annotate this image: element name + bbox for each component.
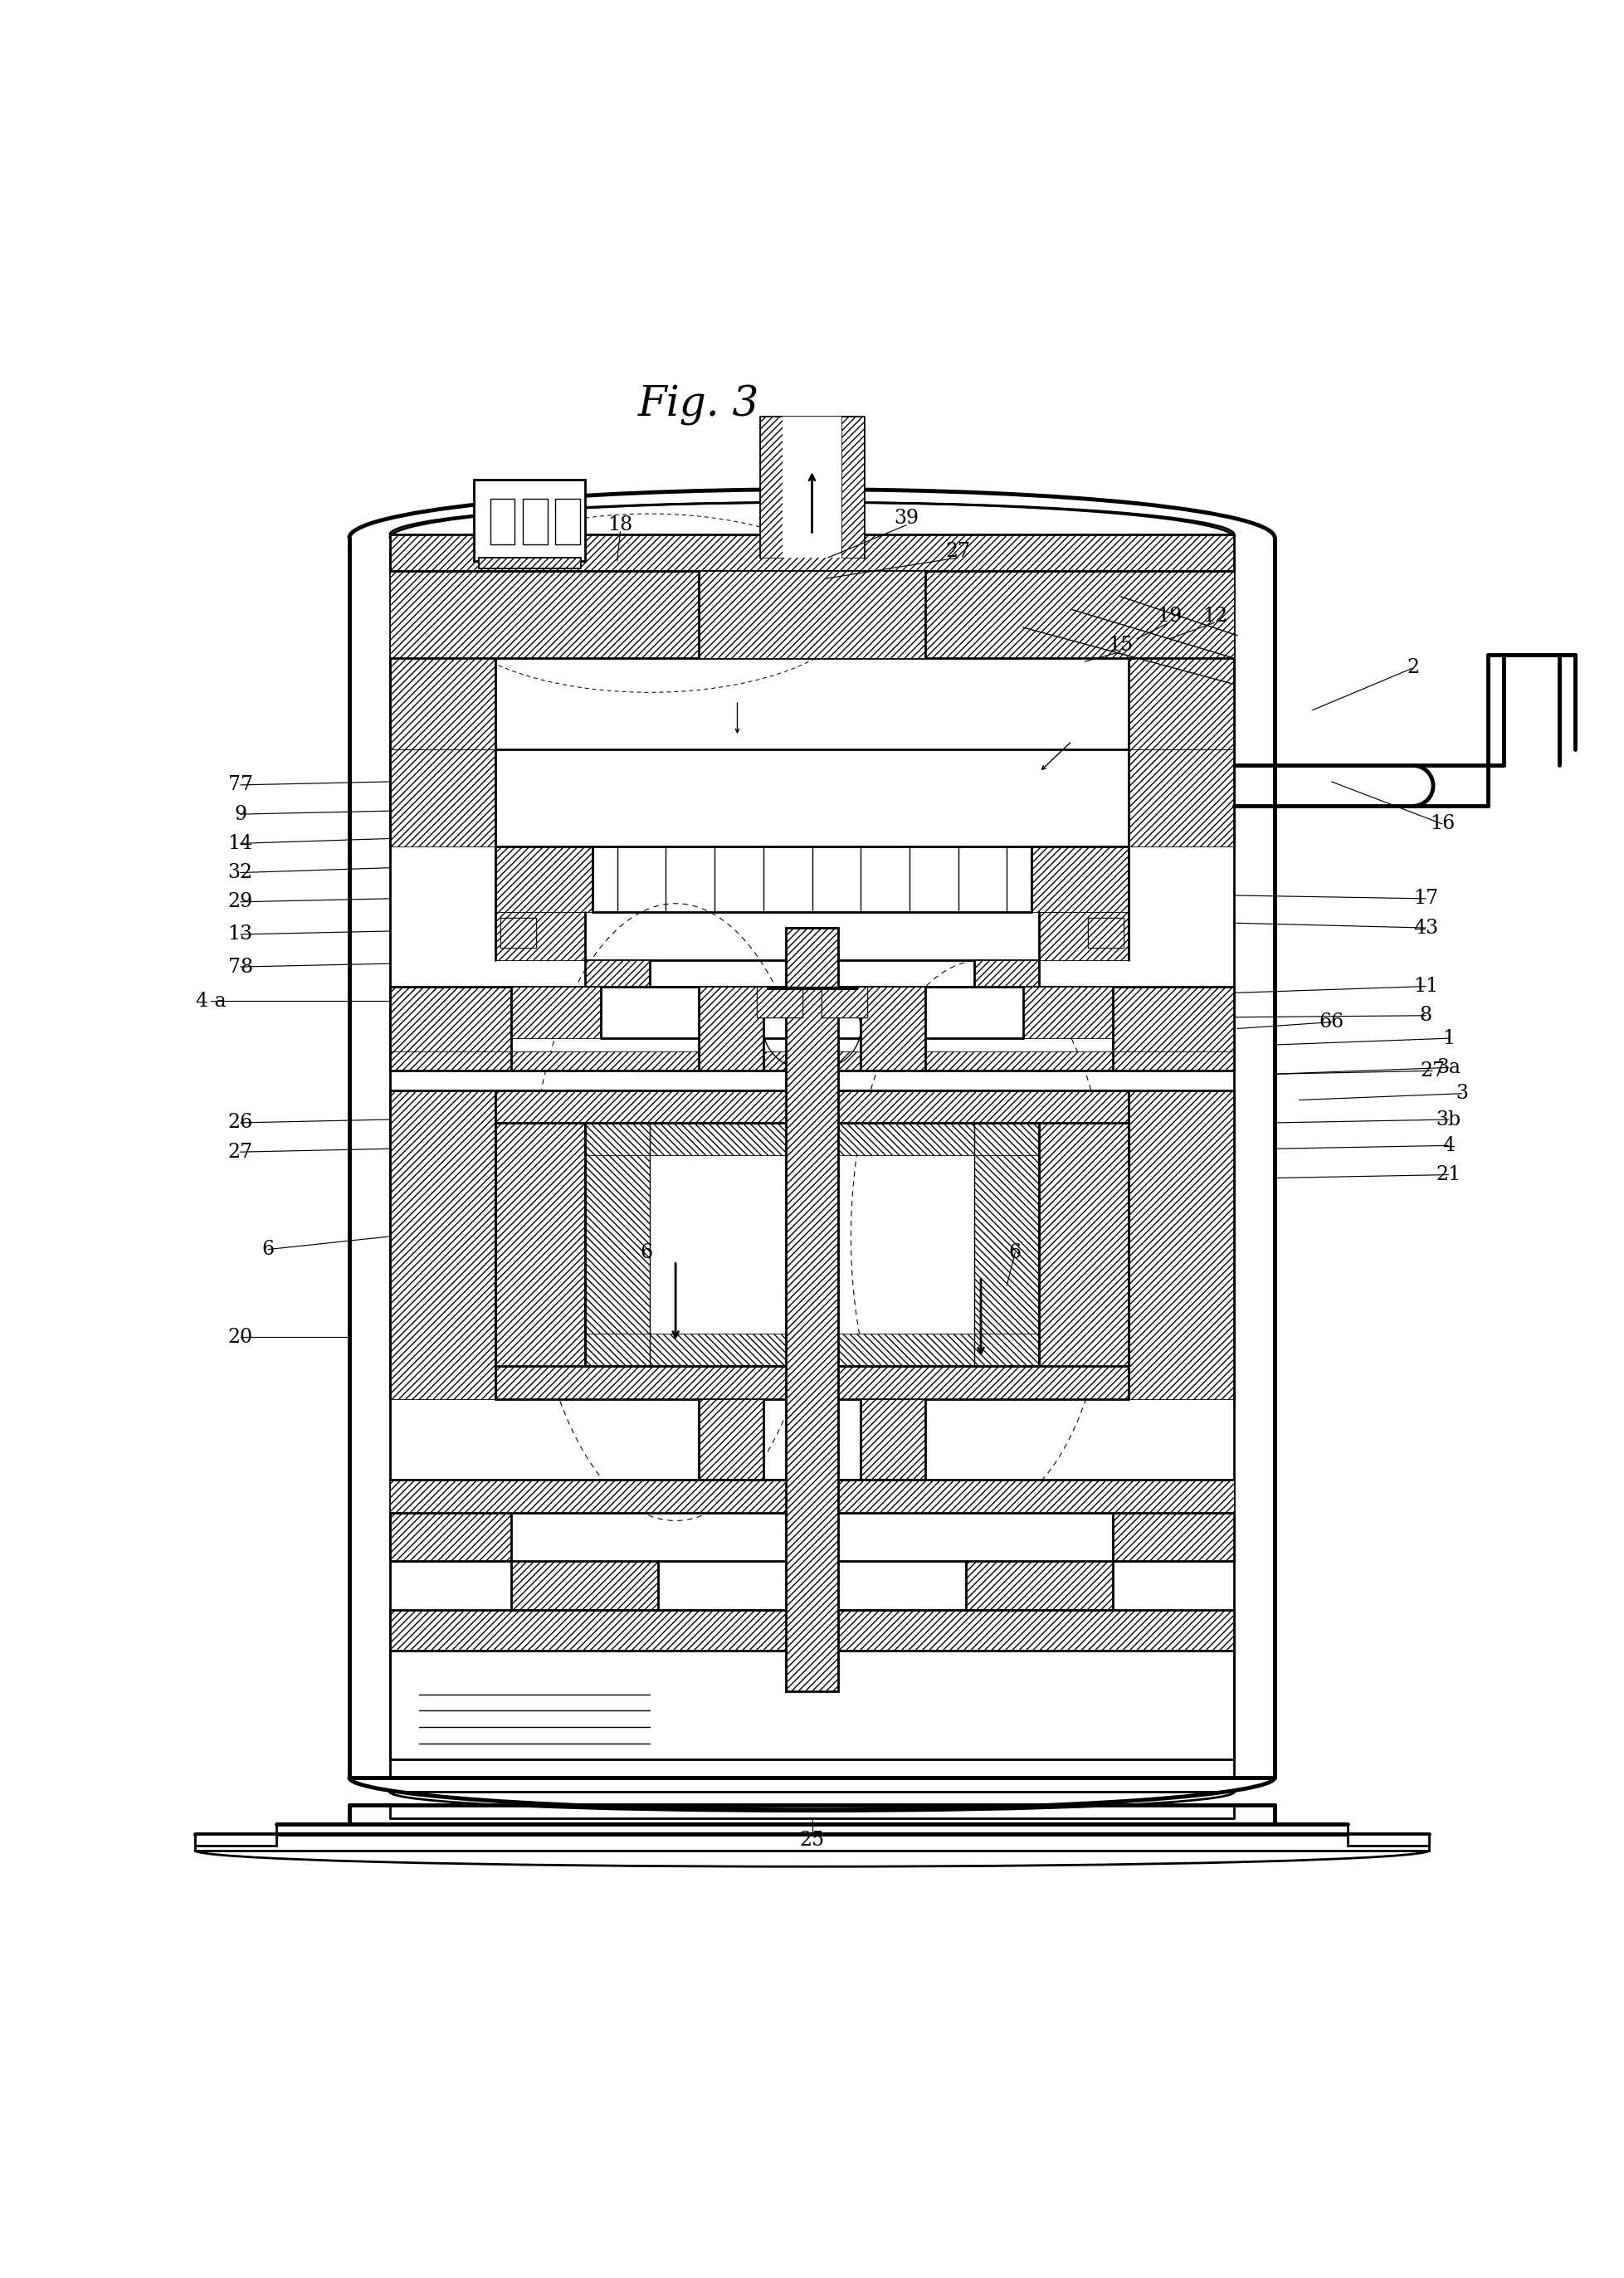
Bar bbox=[390, 570, 1234, 658]
Bar bbox=[757, 986, 802, 1018]
Bar bbox=[512, 986, 601, 1039]
Bar bbox=[1489, 656, 1557, 804]
Bar bbox=[1348, 1834, 1429, 1845]
Text: 8: 8 bbox=[1419, 1007, 1432, 1025]
Text: 12: 12 bbox=[1202, 606, 1228, 626]
Bar bbox=[698, 986, 763, 1071]
Text: 39: 39 bbox=[893, 508, 919, 528]
Text: 18: 18 bbox=[607, 515, 633, 535]
Bar bbox=[495, 911, 585, 961]
Bar bbox=[783, 417, 841, 558]
Bar bbox=[1039, 911, 1129, 961]
Bar bbox=[555, 499, 580, 544]
Bar bbox=[786, 927, 838, 1690]
Text: 6: 6 bbox=[640, 1244, 653, 1262]
Bar bbox=[390, 1513, 512, 1560]
Bar bbox=[760, 417, 783, 558]
Bar bbox=[490, 499, 515, 544]
Bar bbox=[585, 1123, 650, 1367]
Text: 4: 4 bbox=[1442, 1137, 1455, 1155]
Text: 43: 43 bbox=[1413, 918, 1439, 939]
Bar bbox=[861, 1399, 926, 1481]
Text: 15: 15 bbox=[1108, 636, 1134, 654]
Text: 11: 11 bbox=[1413, 977, 1439, 995]
Text: 17: 17 bbox=[1413, 888, 1439, 909]
Bar bbox=[390, 749, 495, 847]
Text: 27: 27 bbox=[1419, 1062, 1445, 1080]
Text: 21: 21 bbox=[1436, 1164, 1462, 1185]
Bar bbox=[1031, 847, 1129, 911]
Text: 77: 77 bbox=[227, 775, 253, 795]
Bar bbox=[495, 1091, 1129, 1123]
Text: 25: 25 bbox=[799, 1832, 825, 1850]
Bar bbox=[757, 986, 802, 1018]
Bar bbox=[523, 499, 547, 544]
Text: 13: 13 bbox=[227, 925, 253, 943]
Bar bbox=[841, 417, 864, 558]
Bar bbox=[479, 558, 580, 567]
Bar bbox=[822, 986, 867, 1018]
Text: 16: 16 bbox=[1429, 816, 1455, 834]
Bar bbox=[390, 986, 512, 1071]
Bar bbox=[1112, 986, 1234, 1071]
Text: 1: 1 bbox=[1442, 1030, 1455, 1048]
Text: 32: 32 bbox=[227, 863, 253, 882]
Bar bbox=[512, 1560, 658, 1611]
Text: 6: 6 bbox=[1009, 1244, 1021, 1262]
Bar bbox=[1129, 1091, 1234, 1399]
Text: 9: 9 bbox=[234, 804, 247, 825]
Text: 14: 14 bbox=[227, 834, 253, 852]
Bar bbox=[585, 1123, 1039, 1155]
Text: 6: 6 bbox=[261, 1239, 274, 1260]
Bar bbox=[585, 1335, 1039, 1367]
Bar bbox=[495, 847, 593, 911]
Bar bbox=[585, 1123, 1039, 1367]
Bar bbox=[390, 658, 495, 749]
Bar bbox=[390, 1091, 495, 1399]
Bar bbox=[767, 986, 857, 989]
Text: 66: 66 bbox=[1319, 1011, 1345, 1032]
Text: 4 a: 4 a bbox=[197, 991, 226, 1011]
Bar bbox=[1088, 918, 1124, 948]
Bar bbox=[698, 570, 926, 658]
Bar bbox=[500, 918, 536, 948]
Text: 29: 29 bbox=[227, 893, 253, 911]
Bar bbox=[786, 927, 838, 1690]
Bar bbox=[390, 1481, 1234, 1513]
Text: 26: 26 bbox=[227, 1114, 253, 1132]
Bar bbox=[698, 1399, 763, 1481]
Bar bbox=[500, 918, 536, 948]
Bar bbox=[390, 535, 1234, 570]
Bar bbox=[495, 1123, 585, 1367]
Bar bbox=[195, 1834, 276, 1845]
Bar bbox=[1039, 1123, 1129, 1367]
Bar bbox=[1112, 1513, 1234, 1560]
Text: 3: 3 bbox=[1455, 1084, 1468, 1103]
Bar bbox=[479, 558, 580, 567]
Text: 3b: 3b bbox=[1436, 1109, 1462, 1130]
Text: Fig. 3: Fig. 3 bbox=[638, 385, 758, 426]
Text: 27: 27 bbox=[227, 1144, 253, 1162]
Bar bbox=[474, 481, 585, 560]
Bar bbox=[585, 961, 650, 986]
Bar bbox=[822, 986, 867, 1018]
Bar bbox=[861, 986, 926, 1071]
Bar bbox=[495, 1367, 1129, 1399]
Bar bbox=[1129, 749, 1234, 847]
Bar bbox=[974, 961, 1039, 986]
Bar bbox=[390, 1611, 1234, 1652]
Bar bbox=[1088, 918, 1124, 948]
Text: 20: 20 bbox=[227, 1328, 253, 1346]
Bar bbox=[390, 1052, 1234, 1071]
Text: 78: 78 bbox=[227, 957, 253, 977]
Text: 19: 19 bbox=[1156, 606, 1182, 626]
Text: 27: 27 bbox=[945, 542, 971, 560]
Bar bbox=[1129, 658, 1234, 749]
Bar bbox=[966, 1560, 1112, 1611]
Bar bbox=[1023, 986, 1112, 1039]
Text: 3a: 3a bbox=[1437, 1057, 1460, 1077]
Text: 2: 2 bbox=[1406, 658, 1419, 677]
Bar bbox=[974, 1123, 1039, 1367]
